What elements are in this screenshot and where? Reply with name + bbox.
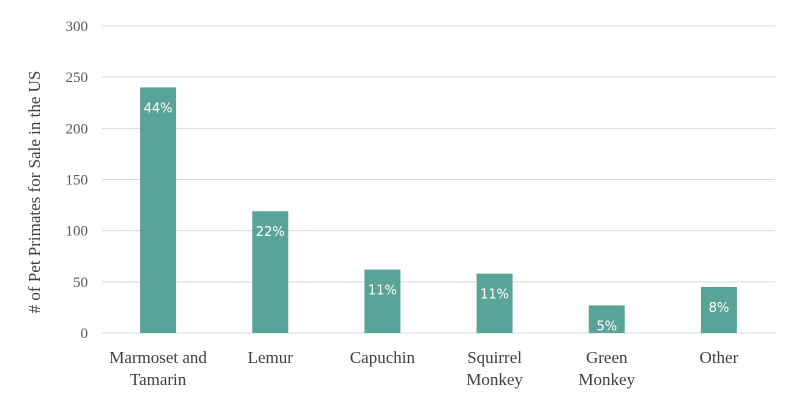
y-axis-title: # of Pet Primates for Sale in the US: [25, 71, 44, 314]
bar: [476, 273, 513, 333]
bar: [252, 211, 289, 333]
x-category-label: Green Monkey: [578, 348, 635, 389]
y-tick-label: 150: [66, 173, 89, 189]
bar: [140, 87, 177, 334]
x-axis-labels: Marmoset and Tamarin Lemur Capuchin Squirrel…: [109, 348, 738, 389]
data-label: 11%: [480, 288, 509, 303]
y-tick-label: 0: [81, 326, 89, 342]
bar: [364, 269, 401, 333]
x-category-label: Lemur: [248, 348, 294, 367]
x-category-label: Squirrel Monkey: [466, 348, 523, 389]
data-label: 22%: [256, 225, 285, 240]
data-labels: 44% 22% 11% 11% 5% 8%: [144, 101, 730, 334]
x-category-label: Marmoset and Tamarin: [109, 348, 207, 389]
bar: [588, 305, 625, 333]
data-label: 44%: [144, 101, 173, 116]
y-tick-label: 50: [73, 275, 88, 291]
y-tick-label: 250: [66, 70, 89, 86]
data-label: 5%: [596, 319, 617, 334]
gridlines: [102, 25, 775, 334]
data-label: 11%: [368, 284, 397, 299]
bar: [700, 286, 737, 333]
x-category-label: Capuchin: [350, 348, 416, 367]
y-tick-label: 300: [66, 19, 89, 35]
y-axis-ticks: 0 50 100 150 200 250 300: [66, 19, 89, 342]
y-tick-label: 100: [66, 224, 89, 240]
data-label: 8%: [709, 301, 730, 316]
y-tick-label: 200: [66, 121, 89, 137]
bars: [140, 87, 737, 334]
x-category-label: Other: [700, 348, 739, 367]
